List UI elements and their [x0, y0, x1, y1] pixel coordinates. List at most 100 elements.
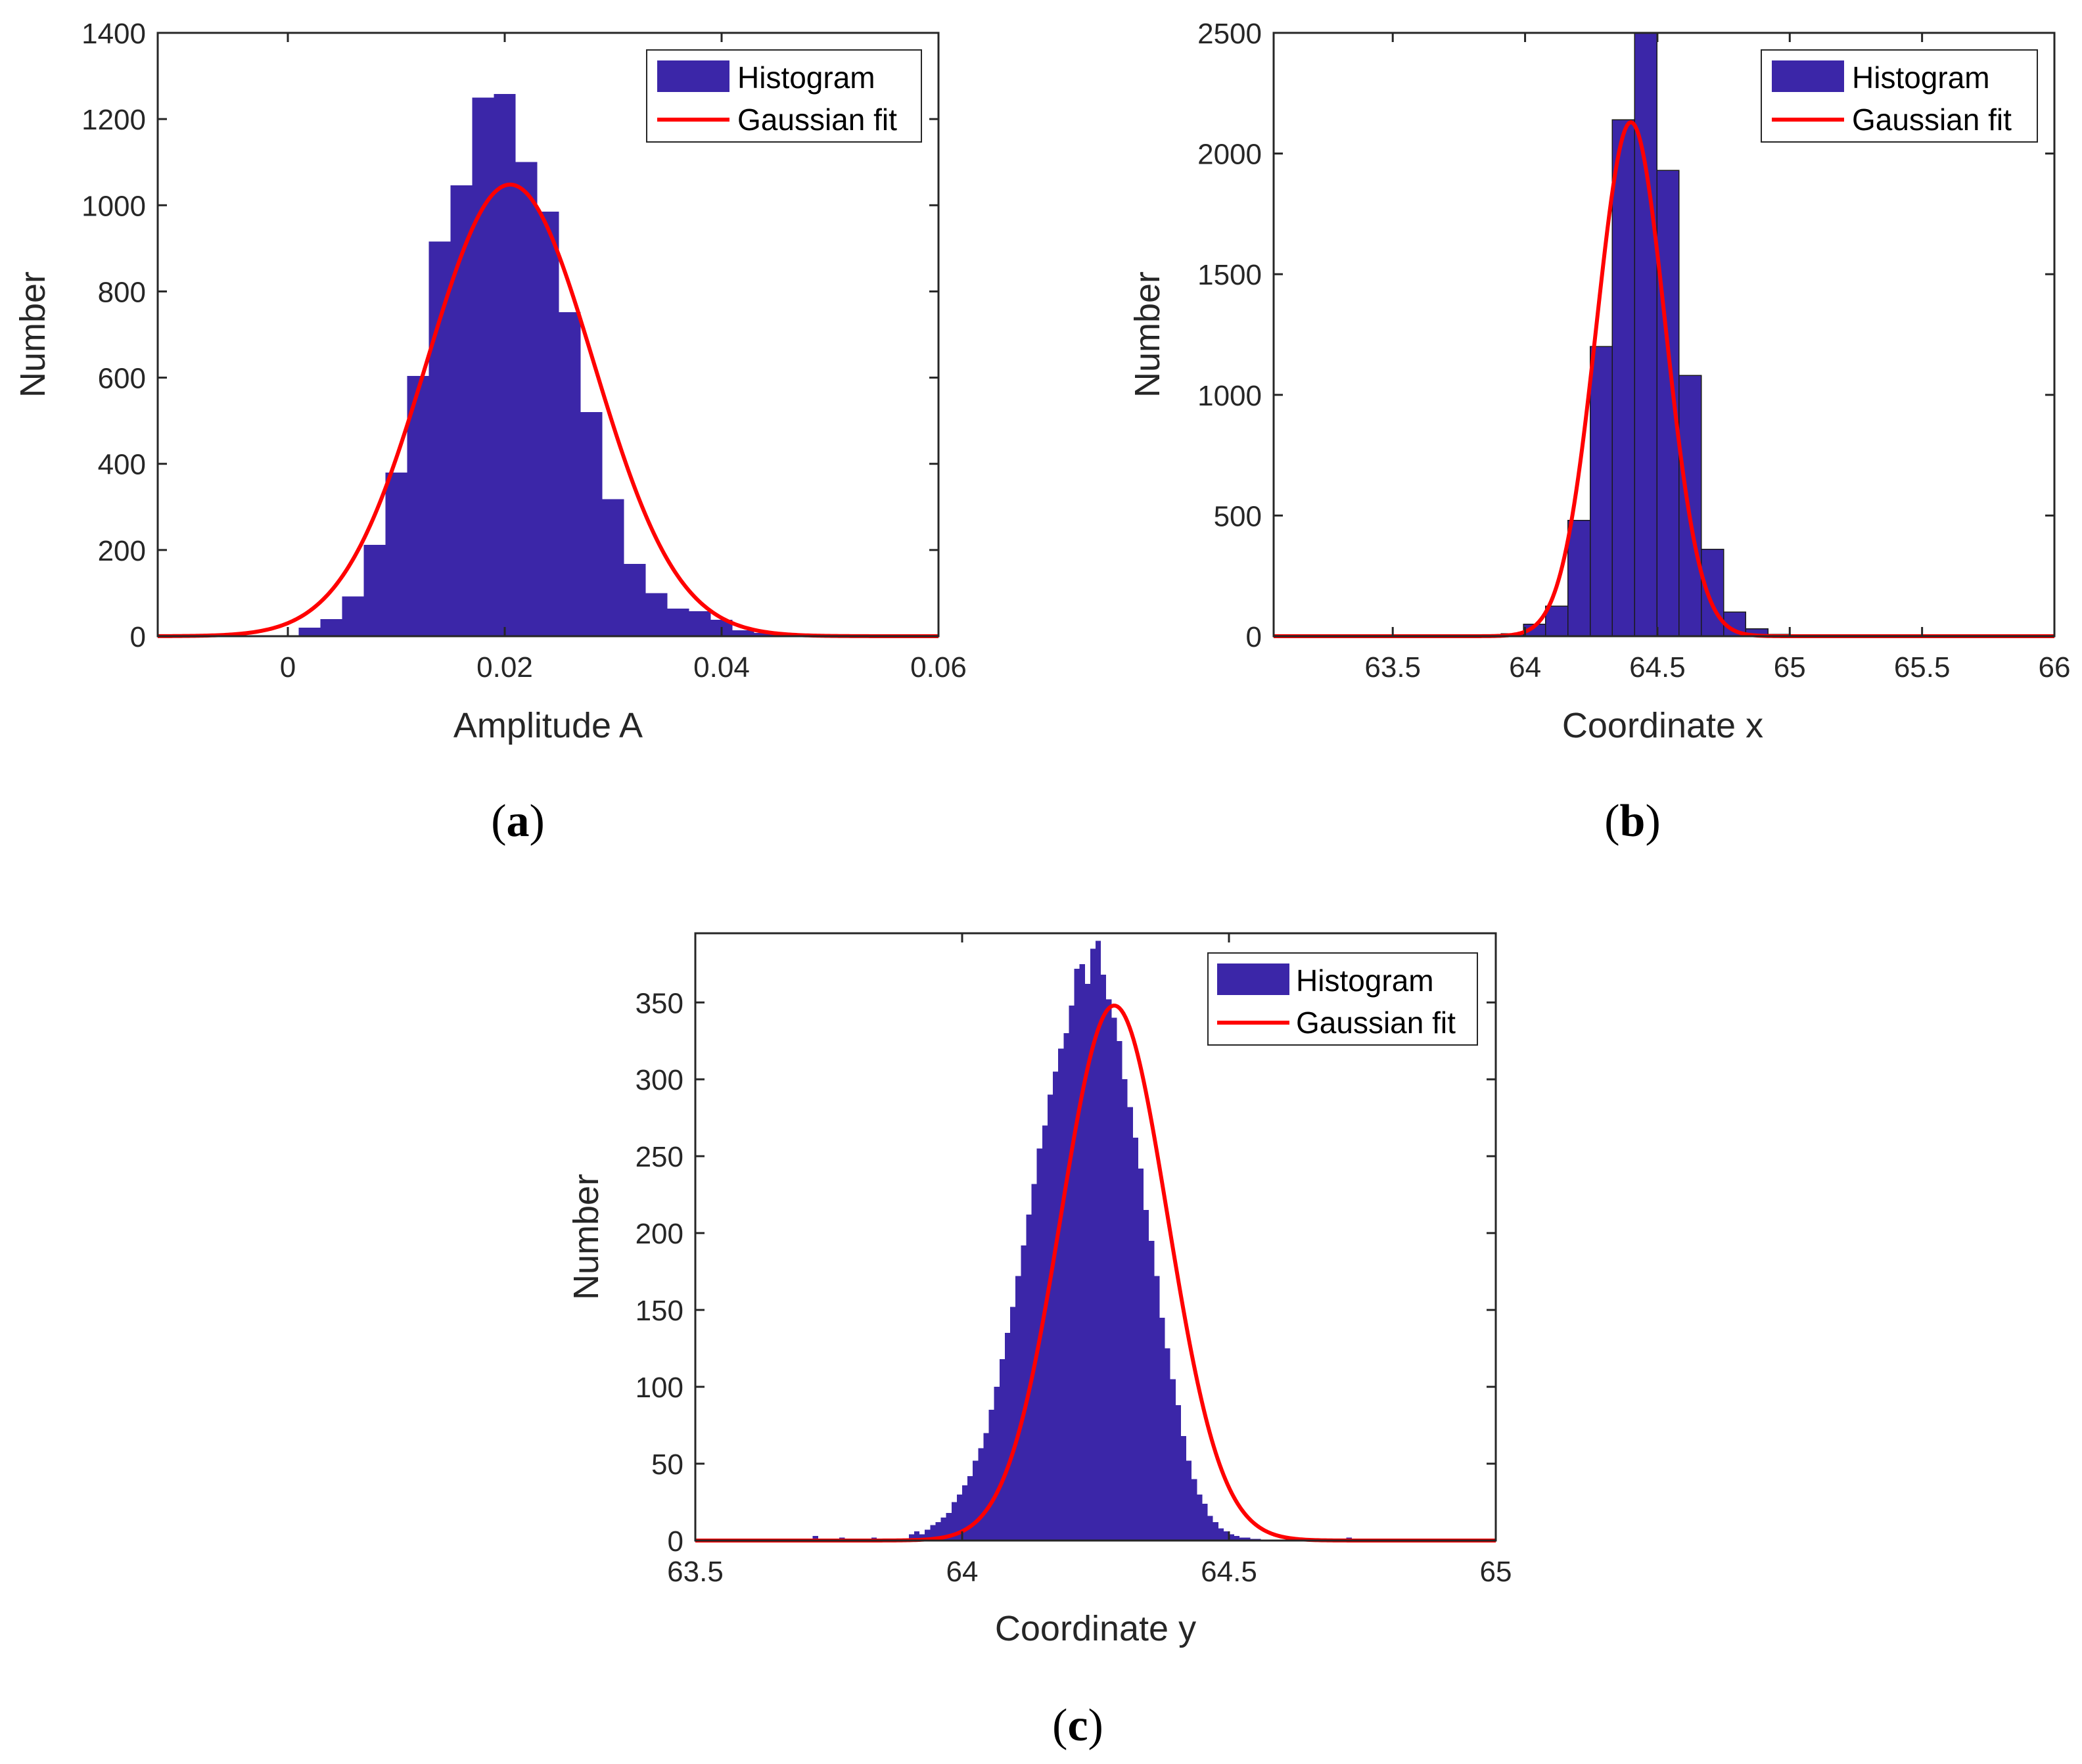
histogram-bar [1159, 1317, 1165, 1541]
histogram-bar [914, 1531, 920, 1541]
panel-b-legend-histogram-swatch [1772, 60, 1844, 92]
panel-a-bars [298, 94, 820, 637]
x-tick-label: 65 [1774, 651, 1806, 684]
histogram-bar [515, 162, 538, 636]
histogram-bar [1634, 32, 1657, 637]
y-tick-label: 100 [636, 1372, 683, 1404]
histogram-bar [1132, 1138, 1138, 1541]
histogram-bar [1084, 984, 1090, 1541]
histogram-bar [988, 1410, 994, 1541]
histogram-bar [1154, 1276, 1160, 1541]
histogram-bar [1207, 1516, 1213, 1541]
panel-c-x-ticks: 63.5 64 64.5 65 [667, 933, 1512, 1588]
histogram-bar [1079, 963, 1085, 1541]
histogram-bar [754, 632, 776, 636]
panel-c-y-ticks: 0 50 100 150 200 250 300 350 [636, 987, 1496, 1558]
histogram-bar [1010, 1307, 1016, 1541]
histogram-bar [1117, 1040, 1122, 1541]
y-tick-label: 300 [636, 1064, 683, 1096]
histogram-bar [1096, 940, 1101, 1541]
y-tick-label: 500 [1214, 500, 1262, 532]
histogram-bar [1069, 1005, 1075, 1541]
panel-c-caption-letter: c [1067, 1700, 1088, 1751]
histogram-bar [967, 1475, 973, 1541]
histogram-bar [1186, 1460, 1192, 1541]
histogram-bar [1149, 1240, 1155, 1541]
panel-c-chart: 63.5 64 64.5 65 0 50 100 150 200 250 300 350 Coord… [567, 932, 1512, 1751]
histogram-bar [951, 1502, 957, 1541]
histogram-bar [1589, 346, 1613, 637]
y-tick-label: 1000 [81, 190, 146, 222]
panel-b-x-ticks: 63.5 64 64.5 65 65.5 66 [1364, 33, 2070, 684]
histogram-bar [983, 1433, 989, 1541]
x-tick-label: 0.04 [693, 651, 750, 684]
histogram-bar [1144, 1210, 1149, 1541]
histogram-bar [1611, 119, 1636, 637]
panel-c-legend-histogram-label: Histogram [1296, 963, 1434, 998]
histogram-bar [1234, 1535, 1240, 1541]
panel-b-bars [1500, 32, 1791, 637]
panel-c-y-axis-label: Number [567, 1174, 606, 1300]
x-tick-label: 64.5 [1629, 651, 1686, 684]
histogram-bar [1218, 1528, 1224, 1541]
histogram-bar [1175, 1405, 1181, 1541]
histogram-bar [298, 627, 321, 636]
histogram-bar [645, 593, 668, 636]
panel-a-legend-histogram-label: Histogram [737, 60, 875, 95]
histogram-bar [342, 596, 364, 636]
histogram-bar [1213, 1521, 1218, 1541]
panel-c-axes-box [694, 932, 1497, 1542]
y-tick-label: 800 [98, 276, 146, 308]
panel-c-legend-histogram-swatch [1217, 963, 1289, 995]
histogram-bar [1138, 1168, 1144, 1541]
histogram-bar [1229, 1534, 1235, 1541]
x-tick-label: 64 [1509, 651, 1541, 684]
histogram-bar [925, 1529, 931, 1541]
histogram-bar [667, 609, 689, 636]
y-tick-label: 50 [651, 1449, 683, 1481]
histogram-bar [1058, 1048, 1064, 1541]
histogram-bar [1021, 1245, 1027, 1541]
histogram-bar [363, 544, 386, 636]
histogram-bar [1111, 1017, 1117, 1541]
panel-b-axes-box [1272, 32, 2056, 638]
histogram-bar [1191, 1479, 1197, 1541]
histogram-bar [1165, 1348, 1170, 1541]
panel-a-axes-box [156, 32, 940, 638]
histogram-bar [1701, 549, 1724, 637]
y-tick-label: 2000 [1197, 139, 1262, 171]
histogram-bar [1042, 1125, 1048, 1541]
histogram-bar [428, 241, 451, 636]
histogram-bar [689, 611, 711, 636]
y-tick-label: 200 [98, 535, 146, 567]
panel-a-legend-histogram-swatch [657, 60, 729, 92]
histogram-bar [1106, 999, 1112, 1541]
histogram-bar [973, 1460, 979, 1541]
histogram-bar [1074, 968, 1080, 1541]
y-tick-label: 1500 [1197, 259, 1262, 291]
y-tick-label: 0 [668, 1525, 683, 1558]
histogram-bar [999, 1358, 1005, 1541]
histogram-bar [1223, 1531, 1229, 1541]
histogram-bar [1053, 1071, 1059, 1541]
panel-c-legend: Histogram Gaussian fit [1207, 952, 1478, 1046]
histogram-bar [978, 1448, 984, 1541]
histogram-bar [1026, 1215, 1032, 1541]
panel-c-bars [812, 940, 1395, 1541]
histogram-bar [1678, 375, 1702, 637]
histogram-bar [919, 1534, 925, 1541]
histogram-bar [1015, 1276, 1021, 1541]
histogram-bar [320, 618, 342, 636]
y-tick-label: 600 [98, 363, 146, 395]
panel-c-legend-fit-label: Gaussian fit [1296, 1006, 1456, 1040]
histogram-bar [1122, 1079, 1128, 1541]
histogram-bar [580, 412, 603, 636]
histogram-bar [1197, 1494, 1203, 1541]
histogram-bar [1245, 1537, 1251, 1541]
histogram-bar [1180, 1435, 1187, 1541]
y-tick-label: 400 [98, 449, 146, 481]
panel-b-y-ticks: 0 500 1000 1500 2000 2500 [1197, 18, 2054, 653]
histogram-bar [1101, 975, 1107, 1541]
panel-b-chart: 63.5 64 64.5 65 65.5 66 05001000150020002500 … [1128, 18, 2070, 847]
